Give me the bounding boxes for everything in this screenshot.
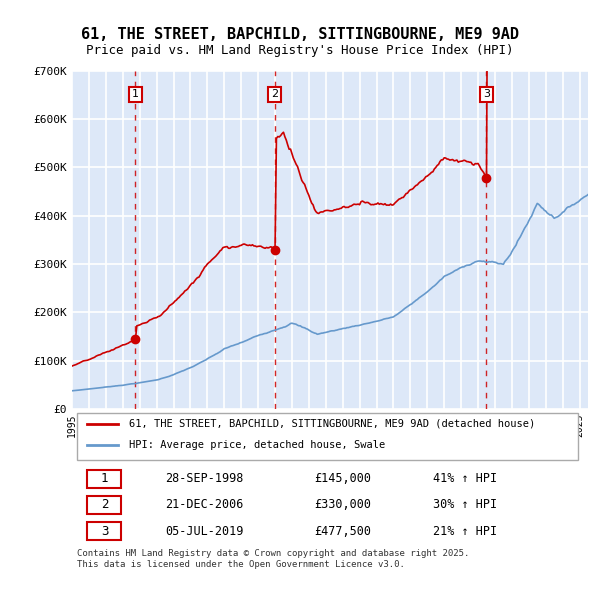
Text: 61, THE STREET, BAPCHILD, SITTINGBOURNE, ME9 9AD: 61, THE STREET, BAPCHILD, SITTINGBOURNE,…: [81, 27, 519, 41]
Text: £145,000: £145,000: [314, 472, 371, 485]
Text: 21% ↑ HPI: 21% ↑ HPI: [433, 525, 497, 537]
Text: £477,500: £477,500: [314, 525, 371, 537]
Text: 1: 1: [132, 90, 139, 100]
Text: 41% ↑ HPI: 41% ↑ HPI: [433, 472, 497, 485]
Text: Price paid vs. HM Land Registry's House Price Index (HPI): Price paid vs. HM Land Registry's House …: [86, 44, 514, 57]
Text: 1: 1: [101, 472, 108, 485]
FancyBboxPatch shape: [88, 496, 121, 514]
Text: 61, THE STREET, BAPCHILD, SITTINGBOURNE, ME9 9AD (detached house): 61, THE STREET, BAPCHILD, SITTINGBOURNE,…: [129, 419, 535, 429]
Text: 2: 2: [101, 499, 108, 512]
Text: 3: 3: [483, 90, 490, 100]
Text: 3: 3: [101, 525, 108, 537]
FancyBboxPatch shape: [88, 470, 121, 488]
FancyBboxPatch shape: [77, 413, 578, 460]
Text: 2: 2: [271, 90, 278, 100]
Text: 28-SEP-1998: 28-SEP-1998: [165, 472, 243, 485]
Text: 05-JUL-2019: 05-JUL-2019: [165, 525, 243, 537]
Text: 30% ↑ HPI: 30% ↑ HPI: [433, 499, 497, 512]
FancyBboxPatch shape: [88, 522, 121, 540]
Text: HPI: Average price, detached house, Swale: HPI: Average price, detached house, Swal…: [129, 440, 385, 450]
Text: £330,000: £330,000: [314, 499, 371, 512]
Text: 21-DEC-2006: 21-DEC-2006: [165, 499, 243, 512]
Text: Contains HM Land Registry data © Crown copyright and database right 2025.
This d: Contains HM Land Registry data © Crown c…: [77, 549, 470, 569]
